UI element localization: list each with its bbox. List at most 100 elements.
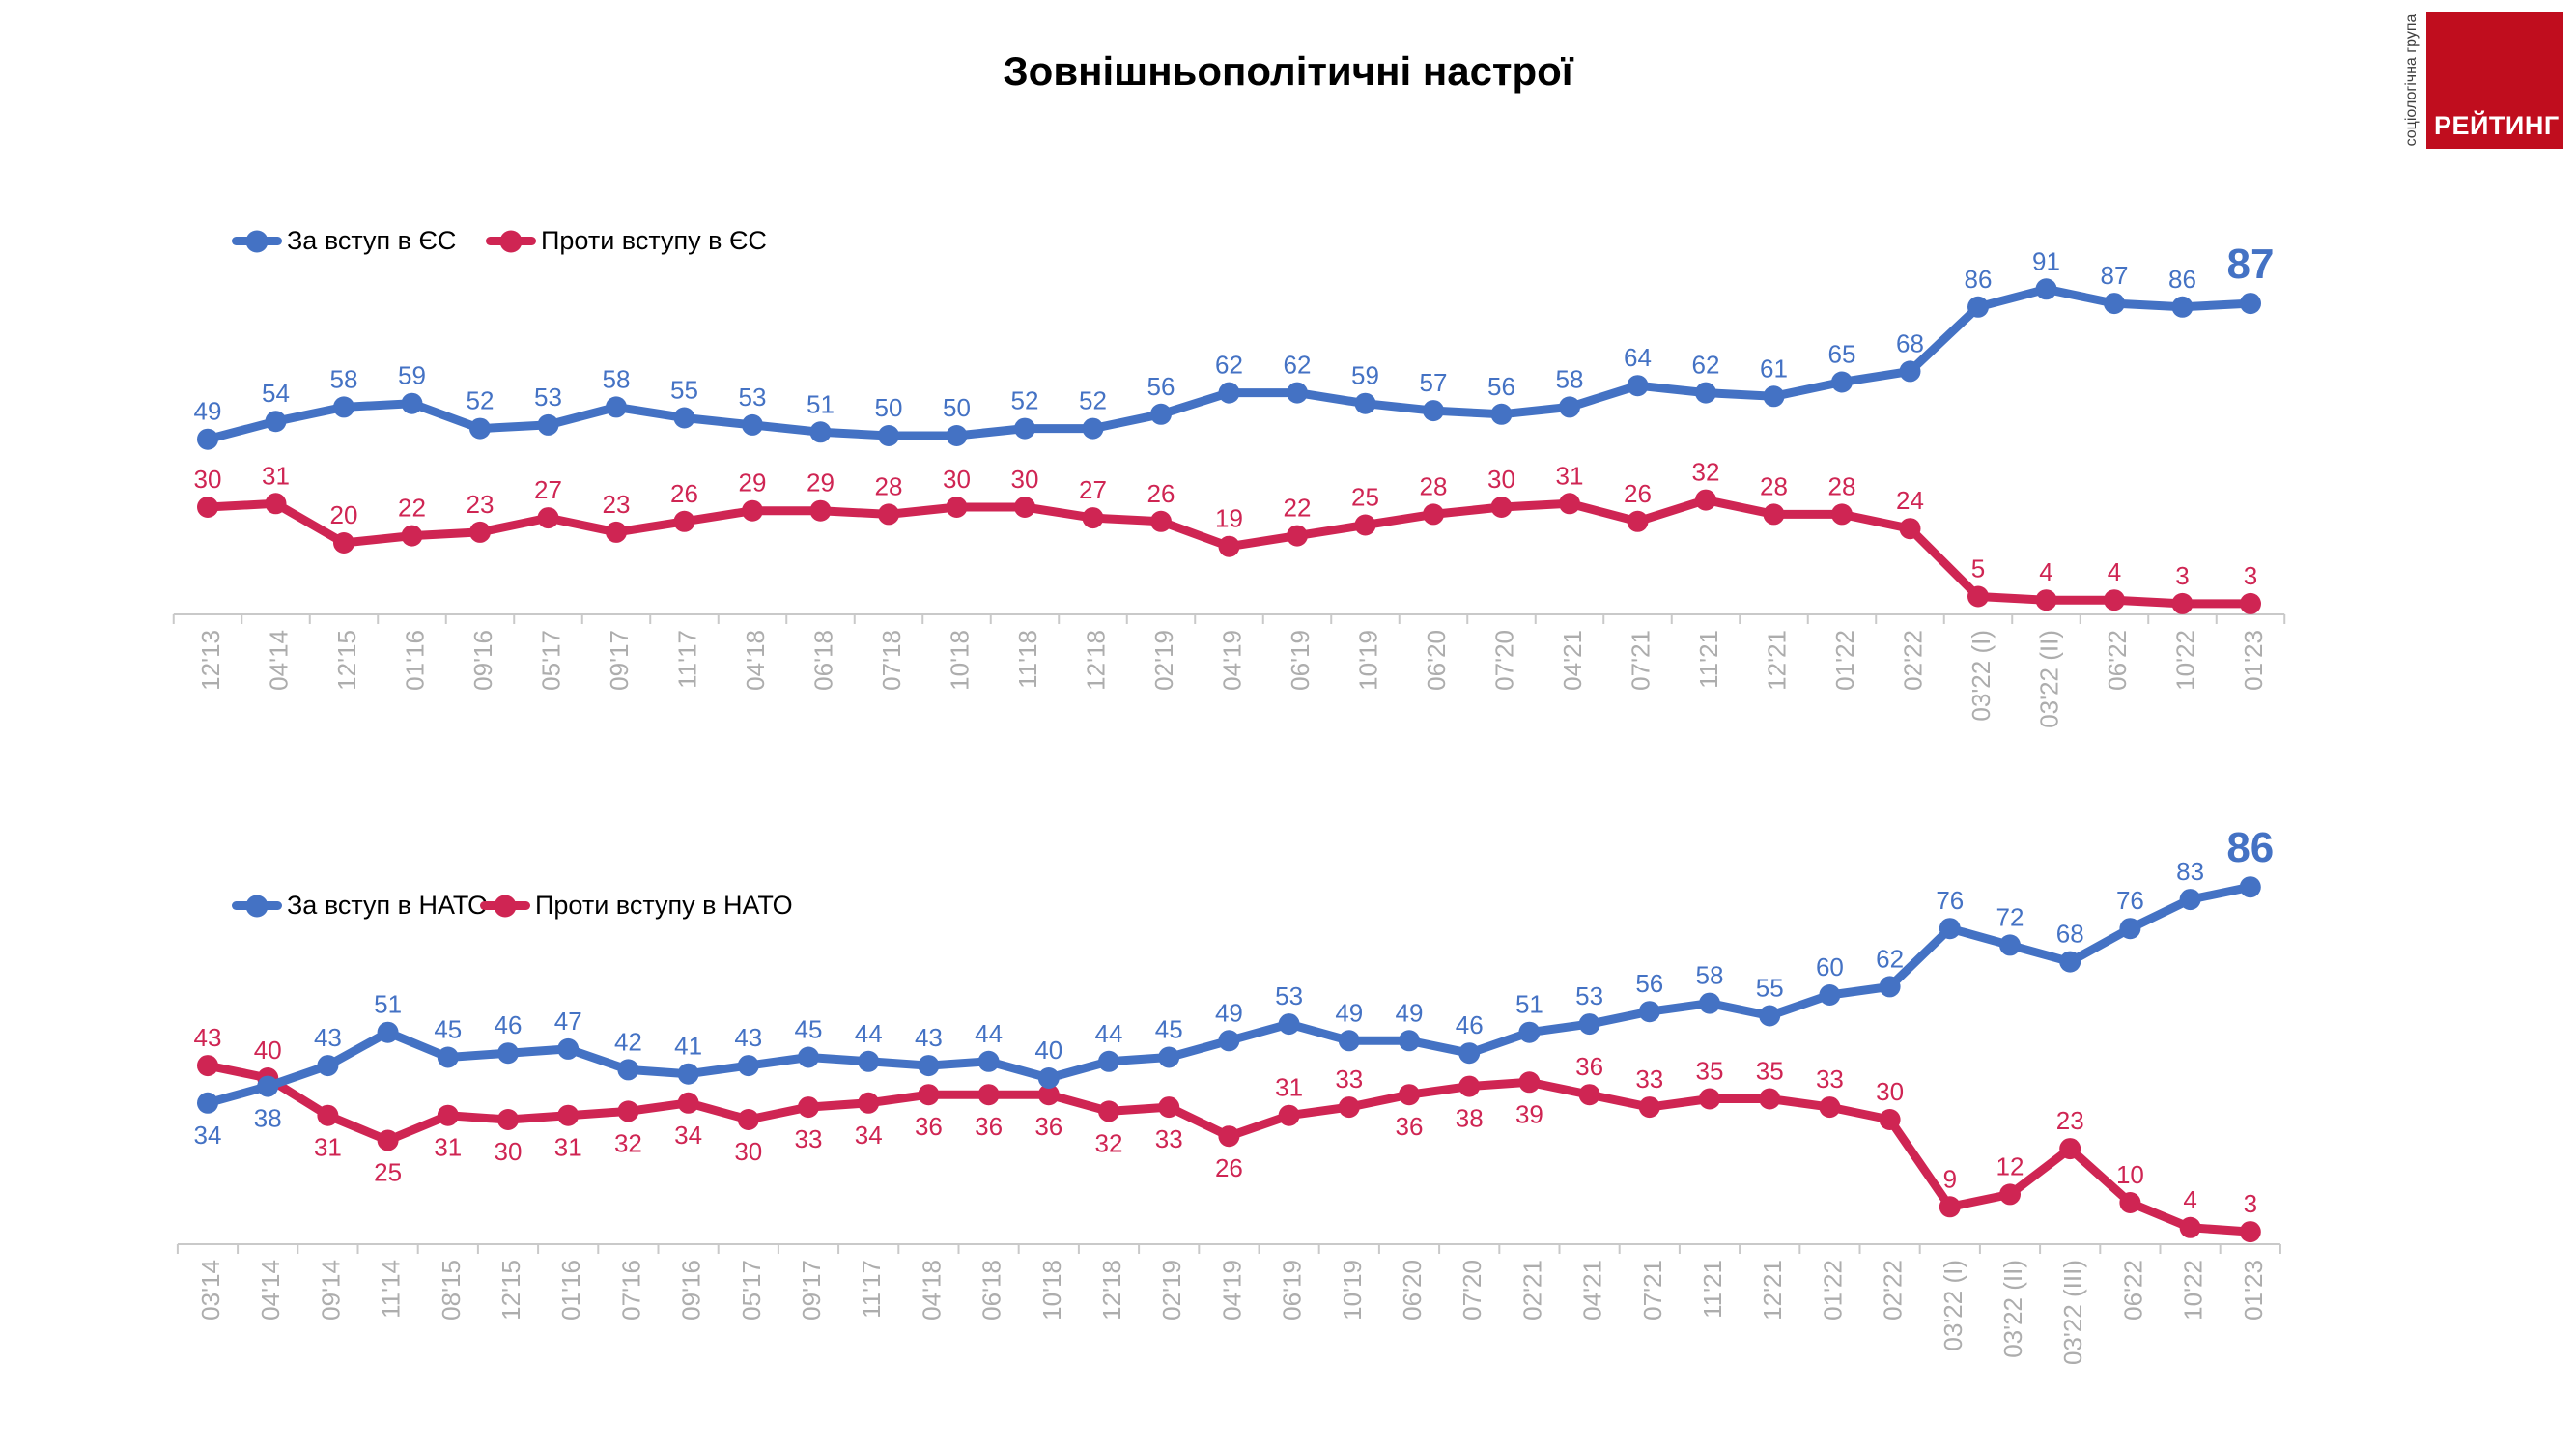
data-point-blue <box>1287 382 1308 404</box>
data-point-red <box>377 1129 399 1151</box>
data-point-blue <box>1354 392 1376 414</box>
data-point-red <box>737 1109 759 1130</box>
data-label-red: 30 <box>1487 465 1515 494</box>
data-point-red <box>1999 1183 2021 1206</box>
x-tick-label: 12'18 <box>1082 630 1111 691</box>
legend-label: Проти вступу в ЄС <box>541 226 767 255</box>
data-point-blue <box>809 421 832 443</box>
data-label-red: 28 <box>1760 471 1788 500</box>
x-tick-label: 01'22 <box>1818 1260 1847 1321</box>
data-label-blue: 41 <box>674 1032 702 1061</box>
data-point-red <box>1695 489 1716 511</box>
data-label-blue: 62 <box>1876 944 1904 973</box>
data-label-red: 22 <box>1284 494 1312 523</box>
data-label-red: 31 <box>1556 461 1584 490</box>
data-label-blue: 59 <box>1351 361 1379 390</box>
data-label-red: 30 <box>194 465 222 494</box>
data-point-blue <box>2059 951 2081 973</box>
data-label-red: 40 <box>254 1036 282 1065</box>
data-label-red: 26 <box>670 479 698 508</box>
x-tick-label: 03'22 (III) <box>2058 1260 2087 1365</box>
data-point-blue <box>1399 1030 1420 1052</box>
data-point-red <box>1879 1109 1901 1130</box>
data-label-red: 26 <box>1147 479 1175 508</box>
data-point-blue <box>1559 396 1580 418</box>
data-label-blue: 62 <box>1692 351 1720 380</box>
data-label-blue: 49 <box>1396 998 1424 1027</box>
data-label-red: 30 <box>495 1137 523 1166</box>
x-tick-label: 06'19 <box>1286 630 1315 691</box>
data-label-blue: 86 <box>1965 265 1993 294</box>
data-point-red <box>606 521 627 543</box>
data-label-blue: 52 <box>1011 386 1039 415</box>
x-tick-label: 06'18 <box>809 630 838 691</box>
data-point-blue <box>1218 1030 1240 1052</box>
x-tick-label: 09'16 <box>677 1260 706 1321</box>
data-label-red: 5 <box>1971 554 1985 583</box>
data-label-blue: 56 <box>1635 969 1663 998</box>
data-point-blue <box>469 417 491 440</box>
data-label-red: 30 <box>1011 465 1039 494</box>
data-point-red <box>1037 1084 1060 1106</box>
x-tick-label: 12'15 <box>332 630 361 691</box>
data-label-blue: 45 <box>434 1015 462 1044</box>
data-label-red: 26 <box>1215 1153 1243 1182</box>
data-point-blue <box>1218 382 1240 404</box>
legend-dot-marker-red <box>494 895 517 917</box>
data-point-red <box>2119 1192 2141 1213</box>
data-point-red <box>1559 493 1580 515</box>
data-point-blue <box>257 1075 279 1097</box>
data-point-blue <box>606 396 627 418</box>
data-label-red: 36 <box>1575 1052 1603 1081</box>
data-point-red <box>2104 589 2125 611</box>
data-point-blue <box>2104 293 2125 315</box>
x-tick-label: 04'21 <box>1578 1260 1607 1321</box>
data-point-red <box>197 497 218 518</box>
data-point-red <box>677 1092 699 1114</box>
x-tick-label: 03'22 (II) <box>1998 1260 2027 1358</box>
data-label-blue: 60 <box>1816 952 1844 981</box>
data-point-blue <box>333 396 354 418</box>
data-label-blue: 44 <box>975 1019 1003 1048</box>
x-tick-label: 12'21 <box>1763 630 1792 691</box>
data-point-blue <box>1699 992 1720 1014</box>
data-label-red: 31 <box>434 1133 462 1162</box>
data-point-blue <box>617 1059 639 1081</box>
data-label-red: 34 <box>674 1121 702 1150</box>
x-tick-label: 11'14 <box>377 1260 406 1319</box>
data-label-red: 3 <box>2244 561 2257 590</box>
legend-line-marker-blue <box>232 230 282 252</box>
legend-label: За вступ в НАТО <box>287 891 489 920</box>
data-label-blue: 51 <box>374 990 402 1019</box>
data-point-blue <box>1899 360 1921 383</box>
data-label-blue: 49 <box>1215 998 1243 1027</box>
x-tick-label: 10'18 <box>1037 1260 1066 1321</box>
data-point-blue <box>1158 1046 1180 1068</box>
data-label-red: 31 <box>262 461 290 490</box>
x-tick-label: 01'16 <box>556 1260 585 1321</box>
x-tick-label: 10'18 <box>946 630 975 691</box>
legend-dot-marker-red <box>499 230 523 252</box>
data-label-blue: 62 <box>1215 351 1243 380</box>
data-point-blue <box>1014 417 1035 440</box>
data-label-blue: 43 <box>915 1023 943 1052</box>
x-tick-label: 03'22 (I) <box>1967 630 1996 722</box>
x-tick-label: 09'17 <box>797 1260 826 1321</box>
x-tick-label: 01'23 <box>2239 1260 2268 1321</box>
x-tick-label: 01'22 <box>1830 630 1859 691</box>
data-point-blue <box>1759 1005 1781 1027</box>
x-tick-label: 04'18 <box>741 630 770 691</box>
data-point-red <box>1490 497 1513 518</box>
data-point-red <box>1699 1088 1720 1110</box>
data-label-red: 38 <box>1456 1104 1484 1133</box>
data-point-blue <box>946 425 968 446</box>
x-tick-label: 05'17 <box>537 630 566 691</box>
data-label-red: 27 <box>534 475 562 504</box>
x-tick-label: 07'20 <box>1490 630 1519 691</box>
data-label-red: 43 <box>194 1023 222 1052</box>
data-point-blue <box>557 1037 580 1060</box>
data-point-blue <box>737 1055 759 1077</box>
data-point-blue <box>537 413 559 436</box>
x-tick-label: 09'16 <box>468 630 497 691</box>
